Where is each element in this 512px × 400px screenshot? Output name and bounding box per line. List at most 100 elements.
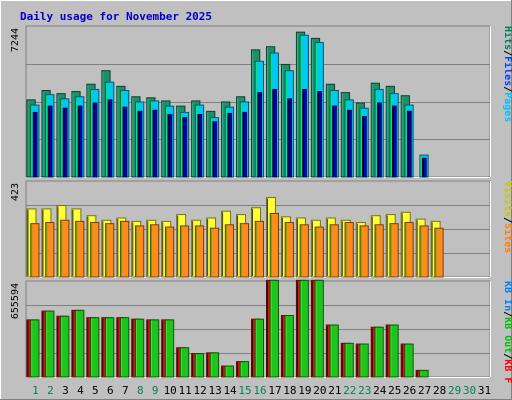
x-tick-label: 20	[313, 384, 326, 397]
x-tick-label: 5	[92, 384, 99, 397]
pages-bar	[137, 110, 143, 178]
sites-bar	[45, 222, 55, 278]
x-tick-label: 2	[47, 384, 54, 397]
x-tick-label: 31	[478, 384, 491, 397]
pages-bar	[272, 88, 278, 178]
pages-bar	[32, 111, 38, 178]
pages-bar	[317, 91, 322, 178]
kbout-bar	[344, 342, 354, 378]
x-tick-label: 8	[137, 384, 144, 397]
pages-bar	[257, 92, 263, 178]
sites-bar	[120, 220, 130, 278]
x-tick-label: 4	[77, 384, 84, 397]
x-tick-label: 27	[418, 384, 431, 397]
pages-bar	[332, 105, 337, 178]
pages-bar	[92, 102, 98, 178]
sites-bar	[419, 225, 429, 278]
x-tick-label: 6	[107, 384, 114, 397]
x-tick-label: 17	[268, 384, 281, 397]
pages-bar	[362, 116, 367, 178]
pages-bar	[107, 99, 113, 178]
sites-bar	[254, 220, 264, 278]
legend: Visits/Sites	[502, 181, 512, 253]
pages-bar	[242, 111, 248, 178]
legend-entry: Visits	[502, 181, 512, 217]
pages-bar	[197, 113, 203, 178]
x-tick-label: 30	[463, 384, 476, 397]
panel-1: 7244 Hits/Files/Pages	[10, 25, 512, 178]
x-tick-label: 26	[403, 384, 416, 397]
kbout-bar	[90, 317, 100, 378]
x-tick-label: 10	[164, 384, 177, 397]
pages-bar	[227, 112, 233, 178]
legend-entry: KB Out	[502, 317, 512, 353]
pages-bar	[212, 121, 218, 178]
kbout-bar	[179, 347, 190, 378]
pages-bar	[347, 109, 352, 178]
legend: KB In/KB Out/KB F	[502, 281, 512, 383]
kbout-bar	[419, 369, 429, 378]
x-tick-label: 9	[152, 384, 159, 397]
kbout-bar	[105, 317, 115, 378]
pages-bar	[377, 102, 382, 178]
sites-bar	[194, 225, 205, 278]
x-tick-label: 21	[328, 384, 341, 397]
sites-bar	[314, 226, 324, 278]
x-tick-label: 15	[238, 384, 251, 397]
sites-bar	[299, 224, 309, 278]
panel-2: 423 Visits/Sites	[10, 180, 512, 278]
kbout-bar	[164, 319, 175, 378]
kbout-bar	[299, 279, 309, 378]
kbout-bar	[149, 319, 160, 378]
pages-bar	[406, 110, 412, 178]
kbout-bar	[224, 365, 235, 378]
pages-bar	[47, 105, 53, 178]
sites-bar	[149, 224, 160, 278]
legend-entry: KB In	[502, 281, 512, 311]
pages-bar	[167, 113, 173, 178]
x-tick-label: 19	[298, 384, 311, 397]
sites-bar	[359, 225, 369, 278]
kbout-bar	[209, 352, 220, 378]
legend-entry: /	[502, 86, 512, 92]
sites-bar	[135, 225, 145, 278]
kbout-bar	[239, 361, 250, 378]
sites-bar	[239, 223, 250, 278]
legend-entry: /	[502, 353, 512, 359]
kbout-bar	[314, 279, 324, 378]
kbout-bar	[374, 326, 384, 378]
legend-entry: Pages	[502, 92, 512, 122]
x-tick-label: 14	[223, 384, 237, 397]
pages-bar	[392, 105, 397, 178]
sites-bar	[60, 219, 70, 278]
x-tick-label: 24	[373, 384, 387, 397]
sites-bar	[389, 223, 399, 278]
x-tick-label: 16	[253, 384, 266, 397]
sites-bar	[75, 220, 85, 278]
kbout-bar	[269, 279, 279, 378]
sites-bar	[209, 227, 220, 278]
sites-bar	[404, 222, 414, 278]
sites-bar	[179, 225, 190, 278]
legend-entry: Hits	[502, 26, 512, 50]
legend-entry: Files	[502, 56, 512, 86]
legend: Hits/Files/Pages	[502, 26, 512, 122]
kbout-bar	[359, 343, 369, 378]
x-tick-label: 25	[388, 384, 401, 397]
x-tick-label: 11	[179, 384, 192, 397]
y-max-label: 7244	[10, 28, 21, 52]
pages-bar	[302, 88, 307, 178]
pages-bar	[287, 98, 292, 178]
sites-bar	[105, 223, 115, 278]
kbout-bar	[404, 343, 414, 378]
legend-entry: /	[502, 217, 512, 223]
panel-3: 655594 KB In/KB Out/KB F	[10, 279, 512, 383]
kbout-bar	[30, 319, 40, 378]
kbout-bar	[389, 324, 399, 378]
legend-entry: KB F	[502, 359, 512, 383]
sites-bar	[374, 224, 384, 278]
kbout-bar	[254, 318, 264, 378]
pages-bar	[152, 109, 158, 178]
pages-bar	[122, 106, 128, 178]
x-tick-label: 29	[448, 384, 461, 397]
